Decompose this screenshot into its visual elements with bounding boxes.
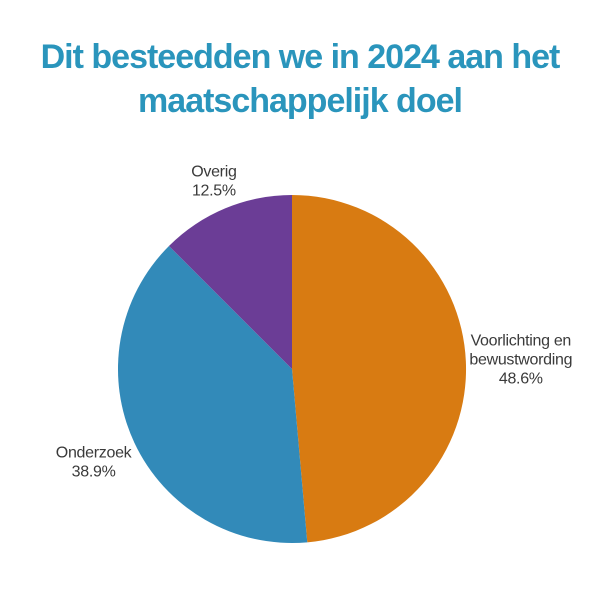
pie-slice-2 (168, 195, 292, 369)
pie-slice-0 (292, 195, 467, 543)
pie-slice-1 (117, 245, 308, 544)
chart-title: Dit besteedden we in 2024 aan het maatsc… (0, 36, 600, 123)
slice-label-1: Onderzoek 38.9% (56, 445, 133, 481)
slice-label-2: Overig 12.5% (191, 164, 236, 200)
chart-title-line-2: maatschappelijk doel (138, 81, 463, 120)
slice-label-0: Voorlichting en bewustwording 48.6% (469, 333, 572, 388)
chart-title-line-1: Dit besteedden we in 2024 aan het (40, 38, 561, 76)
